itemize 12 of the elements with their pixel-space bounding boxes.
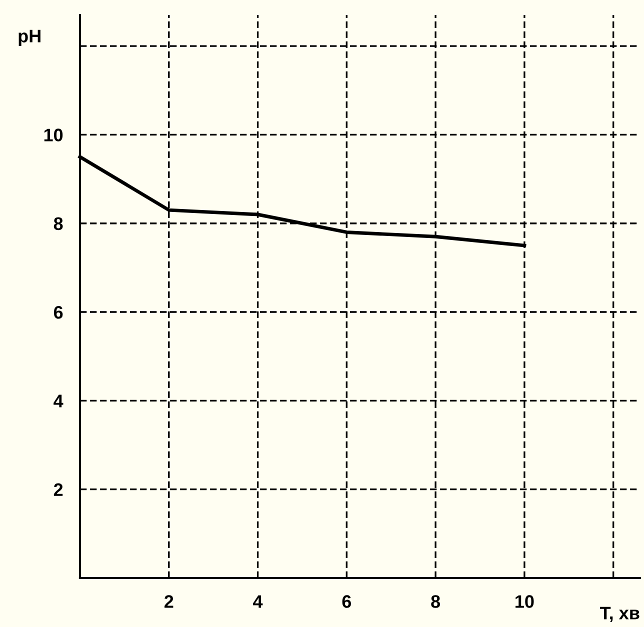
- y-tick-label: 8: [54, 217, 63, 230]
- x-tick-label: 8: [431, 595, 440, 608]
- y-tick-label: 10: [44, 128, 63, 142]
- x-tick-label: 6: [342, 595, 352, 608]
- y-tick-label: 4: [54, 394, 64, 408]
- x-axis-title: T, хв: [600, 606, 640, 622]
- x-tick-label: 4: [253, 595, 263, 608]
- y-tick-label: 2: [54, 483, 63, 496]
- y-tick-label: 6: [54, 306, 63, 319]
- x-tick-label: 10: [516, 595, 534, 608]
- x-tick-label: 2: [164, 595, 174, 608]
- y-axis-title: pH: [18, 30, 40, 46]
